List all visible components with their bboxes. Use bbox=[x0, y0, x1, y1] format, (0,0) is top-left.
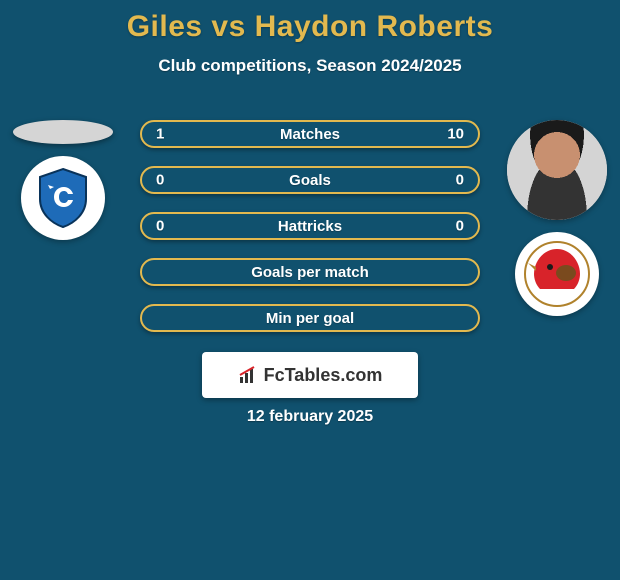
stat-value-right: 10 bbox=[447, 126, 464, 143]
right-column bbox=[502, 120, 612, 316]
stat-value-left: 0 bbox=[156, 218, 164, 235]
stat-value-right: 0 bbox=[456, 172, 464, 189]
stat-bar-goals-per-match: Goals per match bbox=[140, 258, 480, 286]
bar-chart-icon bbox=[238, 365, 258, 385]
face-icon bbox=[507, 120, 607, 220]
brand-logo: FcTables.com bbox=[202, 352, 418, 398]
date-text: 12 february 2025 bbox=[0, 408, 620, 426]
stat-label: Matches bbox=[280, 126, 340, 143]
stat-bar-goals: 0 Goals 0 bbox=[140, 166, 480, 194]
stat-label: Goals bbox=[289, 172, 331, 189]
robin-crest-icon bbox=[522, 239, 592, 309]
club-crest-left bbox=[21, 156, 105, 240]
left-column bbox=[8, 120, 118, 240]
subtitle: Club competitions, Season 2024/2025 bbox=[0, 56, 620, 76]
shield-icon bbox=[28, 163, 98, 233]
avatar-left bbox=[13, 120, 113, 144]
stat-value-left: 1 bbox=[156, 126, 164, 143]
comparison-card: Giles vs Haydon Roberts Club competition… bbox=[0, 0, 620, 580]
stat-label: Hattricks bbox=[278, 218, 342, 235]
brand-text: FcTables.com bbox=[264, 365, 383, 386]
stat-bar-hattricks: 0 Hattricks 0 bbox=[140, 212, 480, 240]
club-crest-right bbox=[515, 232, 599, 316]
stat-value-left: 0 bbox=[156, 172, 164, 189]
stat-bars: 1 Matches 10 0 Goals 0 0 Hattricks 0 Goa… bbox=[140, 120, 480, 332]
stat-bar-min-per-goal: Min per goal bbox=[140, 304, 480, 332]
stat-label: Min per goal bbox=[266, 310, 354, 327]
stat-value-right: 0 bbox=[456, 218, 464, 235]
page-title: Giles vs Haydon Roberts bbox=[0, 0, 620, 44]
stat-label: Goals per match bbox=[251, 264, 369, 281]
stat-bar-matches: 1 Matches 10 bbox=[140, 120, 480, 148]
avatar-right bbox=[507, 120, 607, 220]
